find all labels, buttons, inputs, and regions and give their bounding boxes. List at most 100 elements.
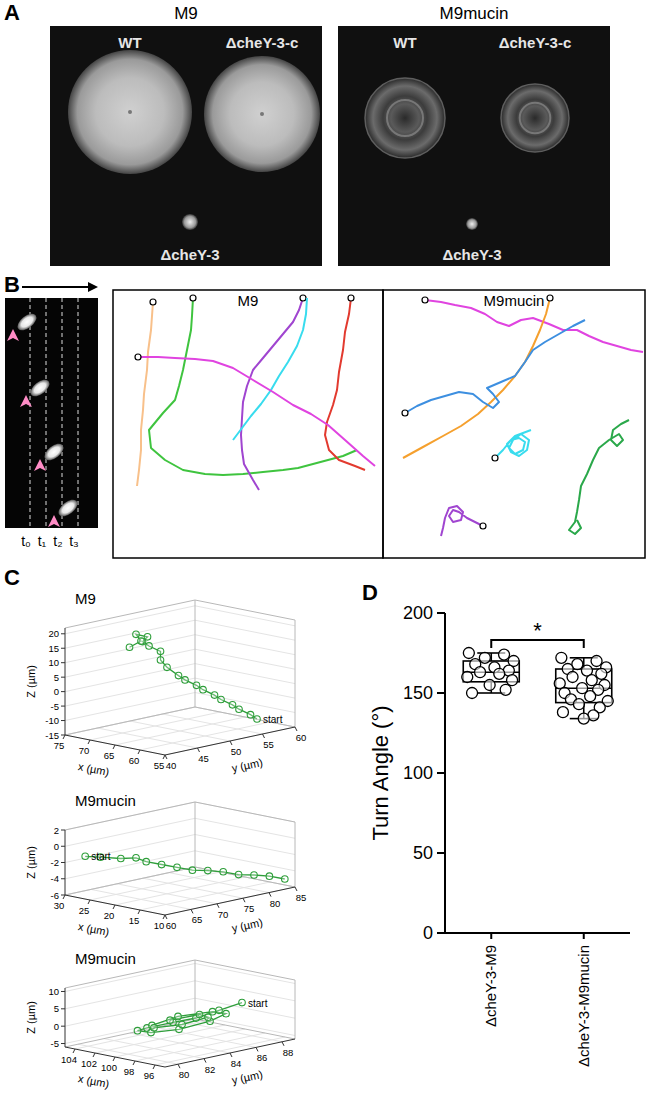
y-axis-label: y (µm) (231, 1068, 264, 1086)
trajectory-point (193, 682, 200, 689)
data-point (557, 707, 568, 718)
box-edge (295, 620, 296, 727)
box-edge (65, 707, 195, 735)
data-group (462, 648, 614, 725)
z-tick (61, 677, 65, 678)
grid-x (65, 867, 195, 895)
y-tick (165, 915, 167, 919)
cell (56, 496, 81, 519)
y-tick (437, 932, 445, 934)
grid-y (104, 1039, 204, 1059)
y-tick (437, 852, 445, 854)
time-divider (78, 298, 79, 528)
x-tick-label: 96 (144, 1070, 155, 1081)
data-point (507, 675, 518, 686)
z-tick-label: 10 (48, 657, 59, 668)
strain-label: ΔcheY-3 (442, 246, 501, 263)
track-frame (113, 290, 383, 558)
box-edge (195, 600, 196, 707)
z-tick-label: 0 (54, 1021, 59, 1032)
trajectory-point (211, 692, 218, 699)
x-tick-label: 30 (54, 900, 65, 911)
cell-pointer (7, 329, 19, 341)
trajectory-point (247, 711, 254, 718)
trajectory-point (239, 999, 246, 1006)
y-tick (437, 612, 445, 614)
grid-x (115, 717, 245, 745)
trajectory-point (229, 702, 236, 709)
panel-label: B (4, 272, 20, 297)
grid-y (169, 873, 269, 893)
swim-track (233, 298, 307, 440)
z-tick (61, 735, 65, 736)
y-axis-label: Turn Angle (°) (368, 705, 393, 840)
box-edge (195, 600, 295, 620)
x-tick (113, 745, 115, 749)
trajectory-point (144, 633, 151, 640)
track-start (492, 455, 498, 461)
y-tick (230, 1053, 232, 1057)
grid-y (130, 1033, 230, 1053)
track-start (480, 523, 486, 529)
x-tick (138, 750, 140, 754)
z-tick (61, 648, 65, 649)
z-tick (61, 846, 65, 847)
x-tick (583, 933, 585, 939)
swim-track (138, 357, 375, 466)
z-tick-label: 15 (48, 643, 59, 654)
x-tick-label: 70 (79, 745, 90, 756)
grid-x (90, 872, 220, 900)
y-tick-label: 50 (231, 746, 242, 757)
z-tick-label: -15 (45, 730, 59, 741)
time-divider (62, 298, 63, 528)
category-label: ΔcheY-3-M9mucin (575, 945, 592, 1067)
x-axis-label: x (µm) (77, 1072, 110, 1090)
trajectory-point (118, 855, 125, 862)
trajectory-point (126, 644, 133, 651)
z-tick (61, 1026, 65, 1027)
trajectory-point (82, 853, 89, 860)
inoculation-point (260, 112, 264, 116)
data-point (585, 691, 596, 702)
y-tick-label: 70 (218, 909, 229, 920)
y-tick (178, 1064, 180, 1068)
y-tick-label: 55 (263, 739, 274, 750)
plate-title: M9 (174, 4, 198, 23)
time-label: t₂ (53, 533, 62, 549)
y-tick-label: 60 (166, 920, 177, 931)
trajectory-point (282, 876, 289, 883)
box-edge (195, 960, 295, 980)
inoculation-point (128, 110, 132, 114)
trajectory-point (218, 696, 225, 703)
z-tick (61, 633, 65, 634)
trajectory-point (236, 706, 243, 713)
trajectory-point (143, 858, 150, 865)
x-tick-label: 60 (129, 755, 140, 766)
strain-label: ΔcheY-3-c (499, 34, 571, 51)
colony (365, 78, 445, 158)
x-tick (138, 910, 140, 914)
swim-track (405, 320, 585, 413)
box-edge (195, 960, 196, 1019)
data-point (586, 675, 597, 686)
y-tick (230, 741, 232, 745)
x-tick (153, 1065, 155, 1069)
data-point (567, 672, 578, 683)
track-title: M9mucin (484, 292, 545, 309)
track-group (402, 295, 643, 536)
y-tick (243, 898, 245, 902)
z-tick (61, 1008, 65, 1009)
track-start (190, 295, 196, 301)
data-point (467, 688, 478, 699)
track-start (135, 354, 141, 360)
strain-label: WT (393, 34, 416, 51)
grid-z (65, 851, 295, 879)
z-axis-label: Z (µm) (25, 1001, 37, 1034)
y-tick (256, 1047, 258, 1051)
time-label: t₁ (38, 533, 47, 549)
trajectory-point (138, 638, 145, 645)
plot-title: M9 (75, 590, 96, 607)
z-tick (61, 720, 65, 721)
data-point (556, 652, 567, 663)
trajectory-point (175, 1013, 182, 1020)
